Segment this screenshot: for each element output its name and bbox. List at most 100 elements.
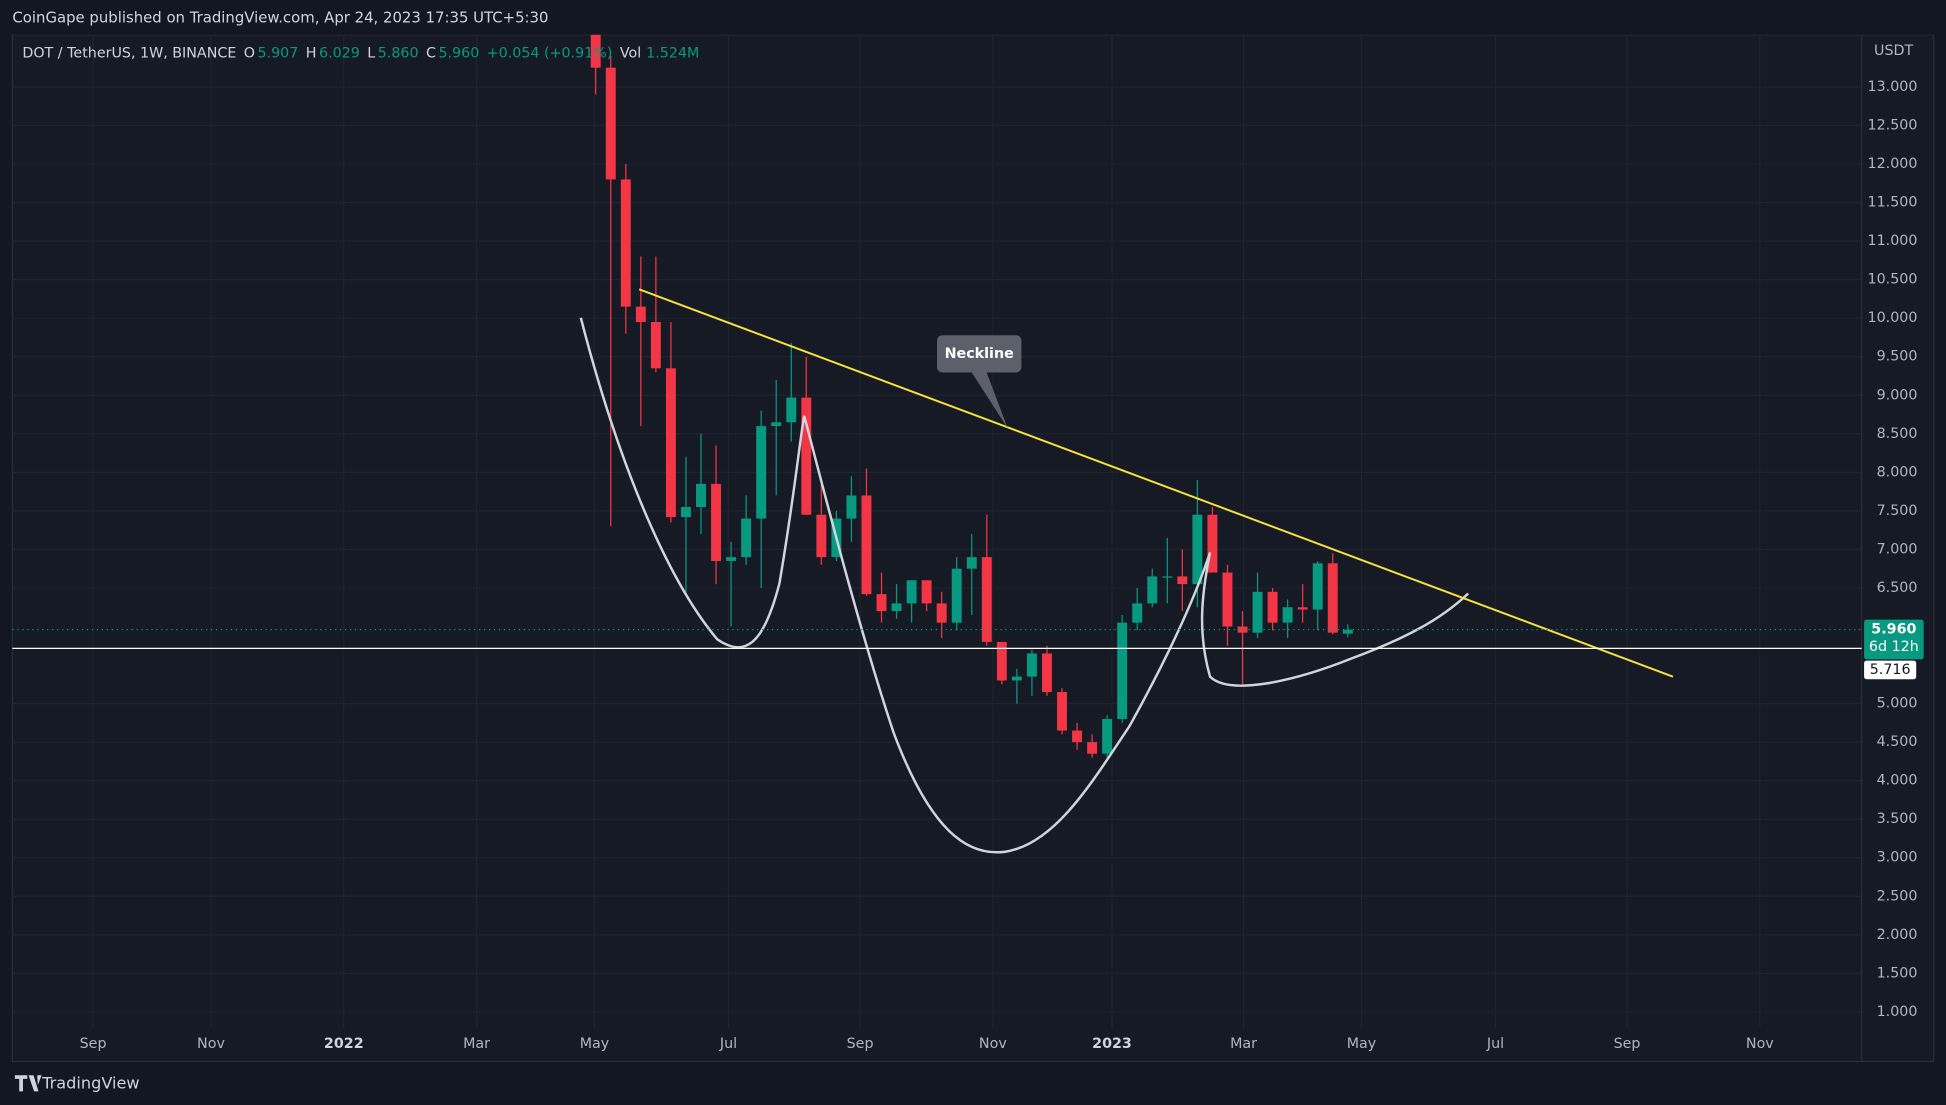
last-price-box — [1864, 619, 1924, 660]
neckline — [638, 288, 1674, 678]
y-tick-label: 10.500 — [1868, 272, 1918, 288]
candle-body — [1042, 653, 1052, 693]
y-tick-label: 6.500 — [1877, 580, 1918, 596]
candle-body — [1011, 676, 1022, 681]
y-tick-label: 2.000 — [1877, 927, 1918, 943]
x-tick-label: 2022 — [324, 1036, 364, 1052]
candle-body — [756, 426, 767, 519]
last-price-label: 5.960 — [1871, 622, 1916, 638]
candle-body — [1312, 563, 1323, 610]
y-tick-label: 1.500 — [1877, 965, 1918, 981]
candle-body — [816, 514, 827, 558]
x-tick-label: Nov — [979, 1036, 1007, 1052]
candle-body — [1192, 514, 1203, 585]
legend-change: +0.054 (+0.91%) — [487, 45, 613, 61]
x-tick-label: Sep — [847, 1036, 874, 1052]
candle-body — [846, 495, 857, 519]
x-tick-label: 2023 — [1092, 1036, 1132, 1052]
candle-body — [1342, 629, 1353, 634]
candle-body — [1072, 730, 1083, 743]
top-band — [0, 0, 1946, 35]
candle-body — [1102, 719, 1113, 754]
chart-pane — [11, 34, 1935, 1063]
axis-unit: USDT — [1874, 43, 1913, 59]
y-tick-label: 8.000 — [1877, 464, 1918, 480]
logo — [14, 1075, 42, 1092]
candle-body — [620, 179, 631, 307]
candle-body — [605, 67, 616, 180]
y-tick-label: 8.500 — [1877, 426, 1918, 442]
candle-body — [891, 603, 902, 612]
y-tick-label: 7.000 — [1877, 541, 1918, 557]
x-tick-label: Mar — [1230, 1036, 1257, 1052]
candle-body — [906, 580, 917, 604]
candle-body — [1057, 692, 1067, 731]
candle-body — [1222, 572, 1233, 627]
candle-body — [650, 322, 661, 369]
y-tick-label: 3.500 — [1877, 811, 1918, 827]
grid — [12, 34, 1862, 1029]
legend: DOT / TetherUS, 1W, BINANCE O 5.907 H 6.029 L… — [22, 45, 699, 61]
price-line-box — [1864, 660, 1917, 680]
x-tick-label: Nov — [197, 1036, 225, 1052]
candle-body — [981, 557, 992, 642]
candle-body — [1267, 591, 1278, 623]
candle-body — [635, 306, 646, 323]
y-tick-label: 1.000 — [1877, 1004, 1918, 1020]
x-tick-label: Jul — [1486, 1036, 1504, 1052]
legend-key: Vol — [620, 45, 641, 61]
x-tick-label: Jul — [719, 1036, 737, 1052]
y-tick-label: 9.500 — [1877, 349, 1918, 365]
candle-body — [771, 422, 782, 427]
candle-body — [1327, 563, 1338, 633]
candle-body — [921, 580, 932, 604]
y-tick-label: 4.000 — [1877, 773, 1918, 789]
legend-title: DOT / TetherUS, 1W, BINANCE — [22, 45, 236, 61]
y-tick-label: 11.000 — [1868, 233, 1918, 249]
y-tick-label: 2.500 — [1877, 888, 1918, 904]
countdown: 6d 12h — [1869, 639, 1919, 655]
candle-body — [1026, 653, 1037, 677]
x-tick-label: Sep — [1614, 1036, 1641, 1052]
y-tick-label: 10.000 — [1868, 310, 1918, 326]
legend-value: 6.029 — [319, 45, 360, 61]
candle-body — [1252, 591, 1263, 633]
cup-curve — [579, 317, 1470, 854]
candle-body — [1162, 576, 1173, 578]
x-tick-label: May — [580, 1036, 610, 1052]
x-tick-label: Mar — [463, 1036, 490, 1052]
candle-body — [861, 495, 872, 595]
price-line-label: 5.716 — [1870, 662, 1911, 678]
legend-value: 5.960 — [438, 45, 479, 61]
callout — [937, 335, 1022, 429]
y-tick-label: 12.500 — [1868, 117, 1918, 133]
legend-value: 5.860 — [378, 45, 419, 61]
candle-body — [726, 557, 737, 561]
candle-body — [801, 397, 812, 515]
y-tick-label: 5.000 — [1877, 696, 1918, 712]
y-tick-label: 12.000 — [1868, 156, 1918, 172]
candle-body — [696, 483, 706, 508]
x-tick-label: Sep — [80, 1036, 107, 1052]
y-tick-label: 4.500 — [1877, 734, 1918, 750]
legend-value: 5.907 — [258, 45, 299, 61]
y-tick-label: 7.500 — [1877, 503, 1918, 519]
legend-value: 1.524M — [646, 45, 699, 61]
candle-body — [996, 641, 1007, 681]
candles — [590, 0, 1353, 758]
candle-body — [786, 397, 797, 423]
y-tick-label: 3.000 — [1877, 850, 1918, 866]
legend-key: H — [306, 45, 317, 61]
candle-body — [936, 603, 947, 623]
callout-text: Neckline — [945, 346, 1014, 362]
x-tick-label: May — [1347, 1036, 1377, 1052]
footer: TradingView — [41, 1073, 139, 1092]
header: CoinGape published on TradingView.com, A… — [12, 9, 548, 27]
candle-body — [1297, 607, 1308, 610]
x-tick-label: Nov — [1746, 1036, 1774, 1052]
candle-body — [1147, 576, 1158, 604]
legend-key: O — [244, 45, 255, 61]
candle-body — [1207, 514, 1218, 573]
